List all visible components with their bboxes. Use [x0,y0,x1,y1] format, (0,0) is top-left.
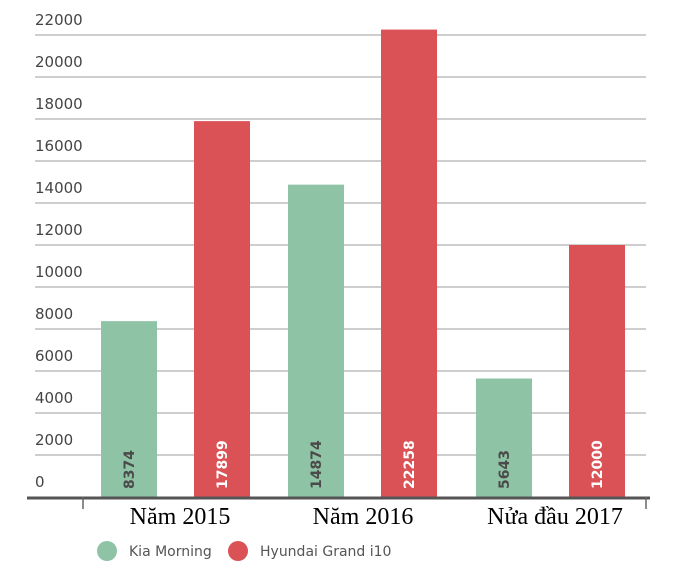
y-tick-label: 14000 [35,179,83,197]
y-tick-label: 2000 [35,431,73,449]
y-tick-label: 10000 [35,263,83,281]
y-tick-label: 22000 [35,11,83,29]
bar [194,121,250,497]
bar [569,245,625,497]
y-tick-label: 4000 [35,389,73,407]
category-label: Năm 2015 [130,504,231,530]
bar [288,184,344,497]
legend-swatch-icon [228,541,248,561]
category-label: Nửa đầu 2017 [487,504,623,530]
data-label: 22258 [402,440,418,489]
bar [381,29,437,497]
y-tick-label: 0 [35,473,45,491]
y-tick-label: 8000 [35,305,73,323]
data-label: 17899 [215,440,231,489]
y-tick-label: 18000 [35,95,83,113]
y-tick-label: 20000 [35,53,83,71]
data-label: 8374 [122,450,138,489]
legend-label: Kia Morning [129,544,212,560]
y-tick-label: 16000 [35,137,83,155]
data-label: 14874 [309,440,325,489]
legend-swatch-icon [97,541,117,561]
y-tick-label: 12000 [35,221,83,239]
category-label: Năm 2016 [313,504,414,530]
data-label: 12000 [590,440,606,489]
bar [476,378,532,497]
data-label: 5643 [497,450,513,489]
y-tick-label: 6000 [35,347,73,365]
legend-label: Hyundai Grand i10 [260,544,391,560]
bar [101,321,157,497]
